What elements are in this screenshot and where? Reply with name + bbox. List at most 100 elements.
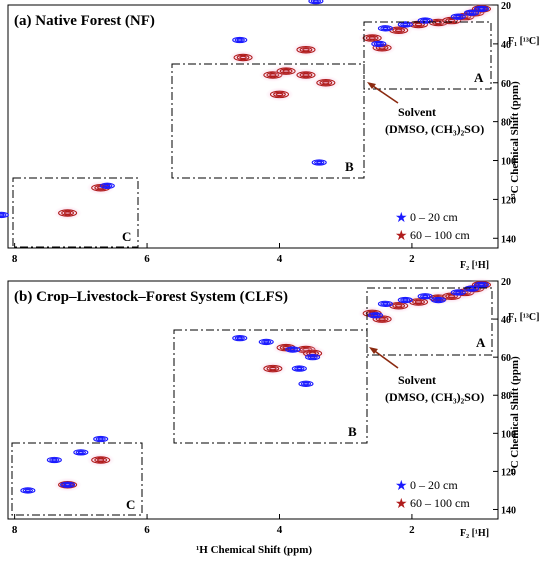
contour-ring [22, 488, 33, 493]
panel-a-ylabel: ¹³C Chemical Shift (ppm) [509, 81, 521, 200]
peak-shallow [291, 365, 307, 372]
contour-ring [298, 380, 314, 387]
y-tick-label: 140 [501, 234, 516, 245]
contour-ring [77, 450, 84, 454]
contour-ring [402, 22, 409, 26]
contour-ring [468, 287, 475, 291]
contour-ring [266, 365, 280, 372]
contour-ring [478, 283, 485, 287]
peak-shallow [232, 36, 248, 44]
contour-ring [362, 34, 382, 42]
y-tick-label: 60 [501, 353, 511, 364]
contour-ring [414, 300, 423, 304]
contour-ring [478, 7, 485, 11]
y-tick-label: 80 [501, 118, 511, 129]
contour-ring [450, 289, 466, 296]
peak-shallow [46, 456, 62, 464]
peak-shallow [20, 487, 36, 494]
contour-ring [314, 160, 325, 165]
contour-ring [367, 312, 384, 319]
contour-ring [473, 281, 489, 288]
contour-ring [296, 367, 303, 371]
contour-ring [375, 42, 382, 46]
contour-ring [365, 35, 379, 41]
contour-ring [372, 313, 379, 317]
contour-ring [420, 18, 431, 23]
peak-shallow [60, 481, 76, 488]
panel-a-region-a [363, 21, 492, 90]
contour-ring [420, 293, 431, 299]
y-tick-label: 100 [501, 157, 516, 168]
contour-ring [455, 290, 462, 294]
y-tick-label: 20 [501, 1, 511, 12]
panel-a-region-c [12, 177, 139, 248]
contour-ring [61, 210, 74, 216]
peak-deep [362, 34, 382, 42]
peak-deep [269, 90, 290, 99]
contour-ring [370, 313, 381, 318]
panel-b-f2-label: F₂ [¹H] [460, 528, 489, 539]
x-tick-label: 8 [12, 253, 18, 265]
y-tick-label: 100 [501, 429, 516, 440]
peak-glow [53, 206, 82, 221]
contour-ring [473, 5, 489, 13]
x-tick-label: 6 [144, 253, 150, 265]
panel-b-solvent-arrow [371, 348, 399, 369]
contour-ring [91, 456, 111, 464]
contour-ring [275, 92, 284, 97]
contour-ring [99, 182, 115, 189]
peak-glow [229, 50, 258, 65]
contour-ring [471, 5, 491, 13]
contour-ring [463, 285, 480, 292]
contour-ring [316, 79, 336, 87]
contour-ring [64, 483, 71, 487]
contour-ring [450, 13, 466, 20]
panel-b-f1-label: F₁ [¹³C] [508, 312, 539, 323]
contour-ring [394, 28, 403, 32]
legend-star-red-b: ★ [395, 497, 408, 512]
contour-ring [316, 161, 323, 164]
y-tick-label: 40 [501, 315, 511, 326]
panel-a-region-a-label: A [474, 70, 484, 85]
panel-a-axes: 8 6 4 2 20 40 60 80 100 120 140 [12, 1, 516, 265]
contour-ring [307, 354, 318, 360]
panel-a-legend-item-1: 0 – 20 cm [410, 210, 458, 224]
panel-b-region-b [173, 329, 368, 444]
contour-ring [236, 54, 250, 61]
contour-ring [236, 38, 243, 42]
peak-shallow [285, 346, 301, 353]
contour-ring [58, 209, 78, 217]
contour-ring [368, 36, 376, 40]
peak-glow [368, 312, 397, 327]
contour-ring [302, 48, 310, 52]
contour-ring [392, 303, 406, 309]
y-tick-label: 120 [501, 467, 516, 478]
panel-clfs: (b) Crop–Livestock–Forest System (CLFS) … [7, 277, 539, 556]
contour-ring [422, 294, 429, 298]
contour-ring [46, 456, 62, 464]
peak-shallow [371, 40, 387, 48]
contour-ring [269, 366, 277, 371]
panel-b-region-c-label: C [126, 497, 135, 512]
contour-ring [300, 381, 312, 387]
contour-ring [233, 53, 253, 62]
contour-ring [397, 296, 413, 304]
peak-shallow [473, 281, 489, 288]
contour-ring [49, 457, 60, 463]
contour-ring [291, 365, 307, 372]
peak-deep [263, 364, 283, 373]
contour-ring [378, 317, 386, 321]
peak-shallow [99, 182, 115, 189]
contour-ring [97, 458, 105, 462]
panel-b-title: (b) Crop–Livestock–Forest System (CLFS) [14, 289, 288, 305]
contour-ring [234, 335, 245, 341]
contour-ring [282, 69, 290, 73]
contour-ring [236, 336, 243, 340]
contour-ring [296, 71, 316, 79]
panel-b-solvent-label: Solvent [398, 373, 436, 387]
contour-ring [104, 184, 111, 188]
peak-glow [311, 75, 340, 90]
contour-ring [285, 346, 301, 353]
y-tick-label: 140 [501, 505, 516, 516]
